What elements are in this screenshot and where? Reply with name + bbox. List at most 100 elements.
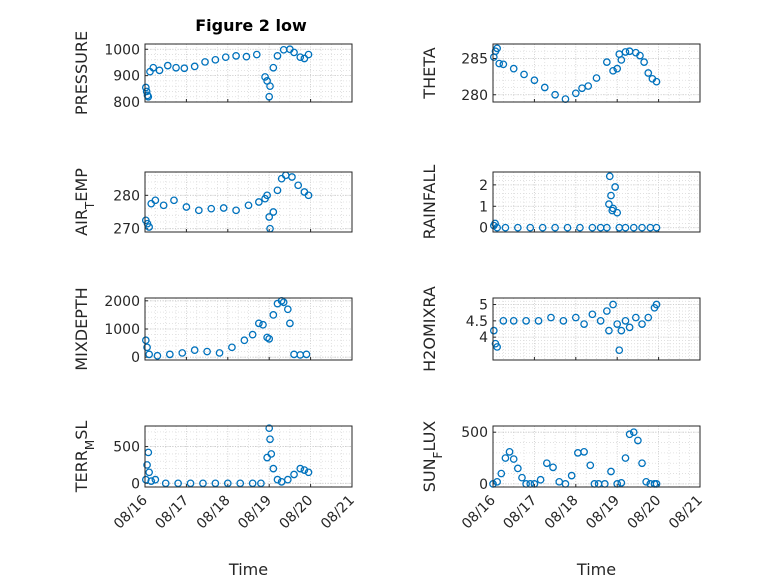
y-axis-label: SUNFLUX	[420, 421, 445, 493]
data-point	[605, 200, 613, 208]
data-point	[501, 454, 510, 462]
data-point	[147, 477, 156, 485]
data-point	[180, 64, 189, 73]
data-point	[493, 343, 501, 351]
data-point	[495, 59, 504, 68]
data-point	[592, 74, 601, 82]
data-point	[640, 58, 648, 66]
data-point	[261, 73, 269, 81]
data-point	[542, 459, 551, 468]
figure-title: Figure 2 low	[195, 16, 307, 35]
data-point	[607, 467, 615, 476]
data-point	[304, 191, 313, 200]
data-point	[549, 463, 557, 472]
y-axis-label: AIRTEMP	[72, 168, 97, 236]
data-point	[178, 349, 187, 357]
data-point	[300, 54, 309, 63]
x-axis-label: Time	[576, 560, 616, 579]
data-point	[652, 223, 661, 232]
data-point	[652, 77, 661, 86]
y-tick-label: 900	[113, 69, 140, 85]
data-point	[228, 343, 236, 352]
data-point	[617, 326, 626, 335]
y-tick-label: 0	[131, 350, 140, 366]
data-point	[211, 55, 220, 64]
data-point	[159, 201, 168, 210]
data-point	[609, 204, 617, 213]
y-tick-label: 4	[479, 330, 488, 346]
data-point	[489, 326, 498, 335]
data-point	[207, 204, 216, 213]
data-point	[279, 298, 288, 307]
data-point	[534, 316, 543, 325]
panel-mixdepth: 0 1000 2000 MIXDEPTH	[72, 287, 353, 371]
data-point	[586, 461, 595, 470]
data-point	[499, 316, 508, 325]
data-point	[540, 83, 549, 92]
y-axis-label: MIXDEPTH	[72, 287, 91, 370]
data-point	[263, 191, 271, 200]
data-point	[559, 316, 568, 325]
axes-box	[492, 43, 701, 103]
y-tick-label: 2	[479, 178, 488, 194]
data-point	[255, 198, 263, 206]
panel-air_temp: 270 280 AIRTEMP	[72, 168, 353, 238]
data-point	[141, 475, 150, 484]
y-tick-label: 2000	[104, 294, 140, 310]
data-point	[296, 53, 305, 62]
axes-box	[492, 297, 701, 361]
data-point	[518, 473, 526, 482]
y-tick-label: 1000	[104, 42, 140, 58]
y-axis-label: H2OMIXRA	[420, 286, 439, 372]
data-point	[182, 203, 191, 211]
data-point	[288, 173, 296, 181]
data-point	[255, 319, 263, 328]
data-point	[497, 469, 506, 478]
data-point	[580, 447, 588, 456]
data-point	[611, 183, 619, 191]
data-point	[588, 223, 597, 232]
data-point	[536, 475, 545, 484]
data-point	[149, 63, 158, 72]
data-point	[201, 58, 209, 66]
data-point	[613, 64, 622, 73]
axes-box	[144, 297, 353, 361]
y-axis-label: THETA	[420, 47, 439, 99]
data-point	[290, 48, 298, 57]
panel-theta: 280 285 THETA	[420, 43, 701, 104]
data-point	[145, 468, 153, 477]
data-point	[609, 300, 617, 309]
data-point	[505, 447, 514, 456]
data-point	[269, 311, 278, 319]
data-point	[644, 69, 653, 77]
data-point	[244, 201, 253, 210]
panel-rainfall: 0 1 2 RAINFALL	[420, 165, 701, 239]
data-point	[190, 62, 199, 71]
data-point	[273, 52, 282, 60]
data-point	[265, 92, 274, 101]
data-point	[240, 336, 249, 345]
y-tick-label: 4.5	[466, 314, 488, 330]
data-point	[141, 83, 150, 92]
data-point	[215, 349, 224, 357]
axes-box	[492, 171, 701, 233]
data-point	[509, 316, 518, 325]
data-point	[571, 313, 580, 322]
data-point	[520, 70, 528, 79]
data-point	[613, 320, 622, 328]
data-point	[153, 351, 162, 360]
data-point	[194, 206, 203, 215]
data-point	[625, 430, 634, 439]
data-point	[629, 223, 638, 232]
data-point	[266, 82, 274, 91]
data-point	[596, 316, 605, 325]
data-point	[300, 466, 309, 474]
data-point	[513, 464, 522, 473]
data-point	[265, 424, 274, 433]
data-point	[576, 223, 584, 232]
data-point	[538, 223, 547, 232]
data-point	[567, 471, 576, 480]
data-point	[304, 50, 313, 59]
data-point	[605, 172, 614, 181]
data-point	[232, 52, 240, 60]
